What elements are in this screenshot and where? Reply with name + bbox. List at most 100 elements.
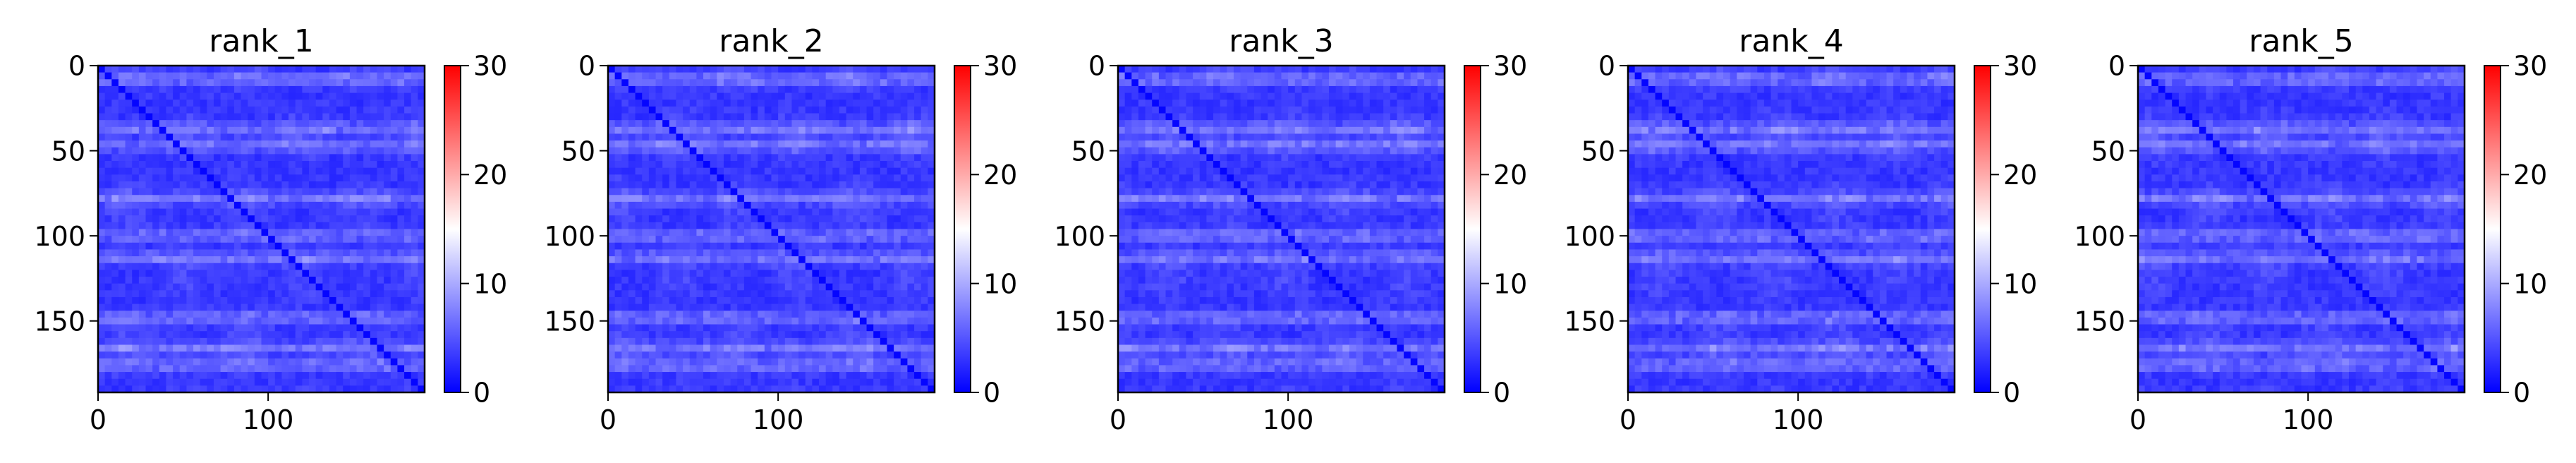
heatmap-cell [329,344,336,351]
heatmap-cell [649,93,656,100]
heatmap-cell [1411,93,1418,100]
heatmap-cell [1172,93,1179,100]
heatmap-cell [357,222,364,229]
heatmap-cell [690,263,697,270]
heatmap-cell [785,331,792,338]
heatmap-cell [363,100,370,107]
heatmap-cell [853,304,860,311]
heatmap-cell [186,181,193,188]
heatmap-cell [758,100,765,107]
heatmap-cell [207,107,214,114]
heatmap-cell [731,93,738,100]
heatmap-cell [860,148,867,155]
heatmap-cell [363,222,370,229]
heatmap-cell [737,277,744,284]
heatmap-cell [806,338,813,345]
heatmap-cell [1370,86,1377,93]
heatmap-cell [806,290,813,297]
heatmap-cell [894,93,901,100]
heatmap-cell [608,236,615,243]
heatmap-cell [105,325,112,332]
heatmap-cell [309,243,316,250]
heatmap-cell [146,120,153,127]
heatmap-cell [621,93,628,100]
heatmap-cell [384,168,391,175]
heatmap-cell [105,290,112,297]
heatmap-cell [262,107,269,114]
heatmap-cell [615,297,622,304]
heatmap-cell [296,140,303,148]
heatmap-cell [221,188,228,196]
heatmap-cell [867,209,874,216]
heatmap-cell [302,86,309,93]
heatmap-cell [98,365,105,372]
heatmap-cell [288,107,296,114]
heatmap-cell [907,338,914,345]
heatmap-cell [322,284,329,291]
heatmap-cell [873,351,880,359]
heatmap-cell [860,325,867,332]
heatmap-cell [1322,79,1329,86]
heatmap-cell [152,338,159,345]
heatmap-cell [221,133,228,140]
heatmap-cell [656,73,663,80]
heatmap-cell [255,107,262,114]
heatmap-cell [248,86,255,93]
heatmap-cell [343,202,350,209]
heatmap-cell [826,379,833,386]
heatmap-cell [296,277,303,284]
heatmap-cell [391,73,398,80]
heatmap-cell [676,86,683,93]
heatmap-cell [656,140,663,148]
heatmap-cell [791,66,798,73]
heatmap-cell [636,188,643,196]
heatmap-cell [296,325,303,332]
heatmap-cell [166,256,173,263]
heatmap-cell [1186,93,1193,100]
heatmap-cell [812,93,819,100]
heatmap-cell [98,100,105,107]
heatmap-cell [1377,100,1384,107]
heatmap-cell [241,161,248,168]
panel-title: rank_2 [719,23,823,59]
heatmap-cell [262,304,269,311]
heatmap-cell [391,181,398,188]
heatmap-cell [669,284,676,291]
heatmap-cell [275,243,282,250]
heatmap-cell [662,318,669,325]
heatmap-cell [391,79,398,86]
heatmap-cell [696,154,703,161]
heatmap-cell [690,256,697,263]
heatmap-cell [778,359,785,366]
heatmap-cell [1424,107,1431,114]
heatmap-cell [377,202,384,209]
heatmap-cell [1424,93,1431,100]
heatmap-cell [411,140,418,148]
heatmap-cell [921,148,928,155]
heatmap-cell [785,325,792,332]
heatmap-cell [309,73,316,80]
heatmap-cell [281,133,288,140]
heatmap-cell [894,133,901,140]
heatmap-cell [173,236,180,243]
heatmap-cell [819,236,826,243]
heatmap-cell [322,120,329,127]
heatmap-cell [744,372,751,379]
heatmap-cell [798,79,806,86]
heatmap-cell [873,114,880,121]
heatmap-cell [241,209,248,216]
heatmap-cell [126,256,133,263]
heatmap-cell [901,215,908,222]
heatmap-cell [785,338,792,345]
heatmap-cell [275,379,282,386]
heatmap-cell [873,154,880,161]
heatmap-cell [275,229,282,236]
heatmap-cell [751,304,758,311]
heatmap-cell [146,79,153,86]
heatmap-cell [350,359,357,366]
heatmap-cell [186,351,193,359]
colorbar [954,66,971,392]
heatmap-cell [1268,73,1275,80]
heatmap-cell [1417,79,1424,86]
heatmap-cell [248,351,255,359]
